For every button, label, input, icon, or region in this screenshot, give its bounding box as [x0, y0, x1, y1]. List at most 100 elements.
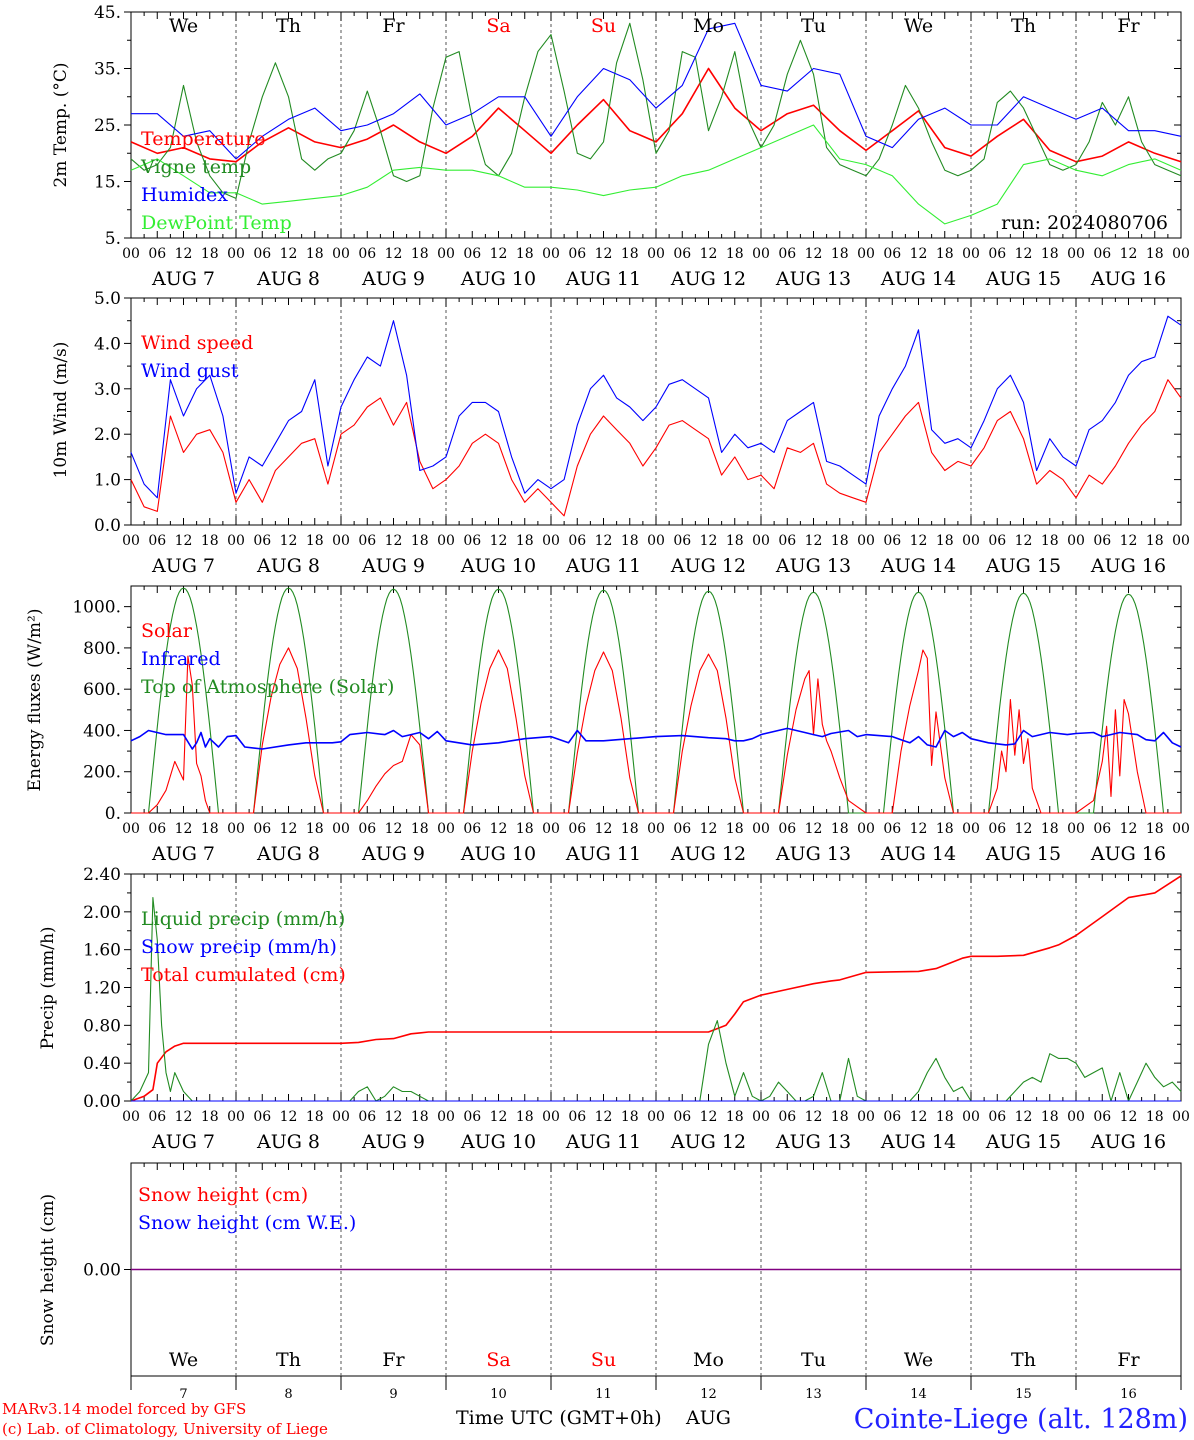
y-tick-label: 5.0 — [94, 289, 121, 309]
panel-1: 5. 15. 25. 35. 45. 2m Temp. (°C) Temperature Vi… — [51, 3, 1190, 290]
hour-label: 12 — [595, 821, 613, 837]
y-tick-label: 1.20 — [83, 979, 121, 999]
y-tick-label: 25. — [94, 116, 121, 136]
hour-label: 00 — [437, 821, 455, 837]
hour-label: 18 — [831, 1109, 849, 1125]
series-wind-gust — [130, 315, 1182, 499]
date-label: AUG 11 — [565, 843, 641, 865]
hour-label: 18 — [1041, 1109, 1059, 1125]
y-axis-label: Energy fluxes (W/m²) — [25, 609, 45, 792]
legend-snow-height-cm-w-e: Snow height (cm W.E.) — [138, 1212, 356, 1234]
hour-label: 18 — [831, 821, 849, 837]
hour-label: 18 — [201, 821, 219, 837]
hour-label: 06 — [1093, 1109, 1111, 1125]
hour-label: 00 — [647, 821, 665, 837]
hour-label: 00 — [122, 1109, 140, 1125]
hour-label: 00 — [647, 246, 665, 262]
date-number: 8 — [284, 1387, 292, 1402]
day-name: Fr — [382, 1349, 405, 1371]
hour-label: 06 — [463, 1109, 481, 1125]
hour-label: 12 — [490, 821, 508, 837]
hour-label: 18 — [516, 821, 534, 837]
hour-label: 06 — [148, 821, 166, 837]
date-label: AUG 11 — [565, 555, 641, 577]
hour-label: 06 — [568, 246, 586, 262]
hour-label: 00 — [1067, 246, 1085, 262]
hour-label: 12 — [805, 533, 823, 549]
hour-label: 12 — [1120, 1109, 1138, 1125]
hour-label: 00 — [542, 246, 560, 262]
hour-label: 12 — [1120, 533, 1138, 549]
hour-label: 18 — [726, 533, 744, 549]
hour-label: 00 — [1172, 821, 1190, 837]
legend-liquid-precip-mm-h: Liquid precip (mm/h) — [141, 908, 345, 930]
y-tick-label: 600. — [83, 680, 121, 700]
hour-label: 06 — [778, 246, 796, 262]
date-number: 16 — [1120, 1387, 1137, 1402]
legend-top-of-atmosphere-solar: Top of Atmosphere (Solar) — [141, 676, 394, 698]
y-axis-label: Precip (mm/h) — [38, 926, 58, 1049]
day-name: Mo — [693, 1349, 724, 1371]
hour-label: 06 — [253, 1109, 271, 1125]
hour-label: 12 — [595, 1109, 613, 1125]
hour-label: 12 — [175, 246, 193, 262]
y-axis-label: 2m Temp. (°C) — [51, 62, 71, 187]
hour-label: 06 — [673, 1109, 691, 1125]
date-number: 7 — [179, 1387, 187, 1402]
y-tick-label: 3.0 — [94, 380, 121, 400]
date-number: 11 — [595, 1387, 612, 1402]
y-tick-label: 0.80 — [83, 1016, 121, 1036]
date-label: AUG 15 — [985, 555, 1061, 577]
day-name: Sa — [486, 1349, 510, 1371]
date-label: AUG 10 — [460, 1131, 536, 1153]
hour-label: 06 — [148, 533, 166, 549]
date-label: AUG 7 — [151, 1131, 215, 1153]
day-name: Th — [1011, 15, 1036, 37]
hour-label: 12 — [385, 246, 403, 262]
hour-label: 18 — [1146, 533, 1164, 549]
hour-label: 18 — [621, 821, 639, 837]
hour-label: 00 — [227, 246, 245, 262]
date-label: AUG 8 — [256, 268, 320, 290]
hour-label: 00 — [752, 1109, 770, 1125]
hour-label: 06 — [1093, 246, 1111, 262]
hour-label: 18 — [936, 533, 954, 549]
legend-dewpoint-temp: DewPoint Temp — [141, 212, 292, 234]
legend-total-cumulated-cm: Total cumulated (cm) — [141, 964, 346, 986]
station-label: Cointe-Liege (alt. 128m) — [854, 1404, 1188, 1435]
series-infrared — [130, 727, 1182, 750]
date-label: AUG 16 — [1090, 268, 1166, 290]
day-name: Su — [591, 15, 616, 37]
date-label: AUG 11 — [565, 1131, 641, 1153]
hour-label: 06 — [568, 821, 586, 837]
hour-label: 18 — [1041, 246, 1059, 262]
hour-label: 18 — [726, 1109, 744, 1125]
y-tick-label: 0. — [105, 804, 121, 824]
hour-label: 18 — [1146, 246, 1164, 262]
hour-label: 18 — [411, 246, 429, 262]
hour-label: 06 — [778, 821, 796, 837]
hour-label: 06 — [1093, 533, 1111, 549]
date-label: AUG 7 — [151, 268, 215, 290]
date-label: AUG 13 — [775, 843, 851, 865]
hour-label: 00 — [962, 533, 980, 549]
date-label: AUG 13 — [775, 268, 851, 290]
date-label: AUG 16 — [1090, 1131, 1166, 1153]
legend-humidex: Humidex — [141, 184, 228, 206]
hour-label: 00 — [332, 533, 350, 549]
hour-label: 18 — [516, 246, 534, 262]
y-tick-label: 0.40 — [83, 1054, 121, 1074]
hour-label: 06 — [778, 1109, 796, 1125]
hour-label: 00 — [647, 533, 665, 549]
hour-label: 12 — [910, 1109, 928, 1125]
hour-label: 18 — [306, 821, 324, 837]
date-label: AUG 16 — [1090, 843, 1166, 865]
date-label: AUG 13 — [775, 555, 851, 577]
hour-label: 12 — [280, 1109, 298, 1125]
y-tick-label: 0.0 — [94, 516, 121, 536]
hour-label: 00 — [122, 246, 140, 262]
hour-label: 12 — [175, 1109, 193, 1125]
hour-label: 18 — [726, 821, 744, 837]
hour-label: 12 — [385, 1109, 403, 1125]
